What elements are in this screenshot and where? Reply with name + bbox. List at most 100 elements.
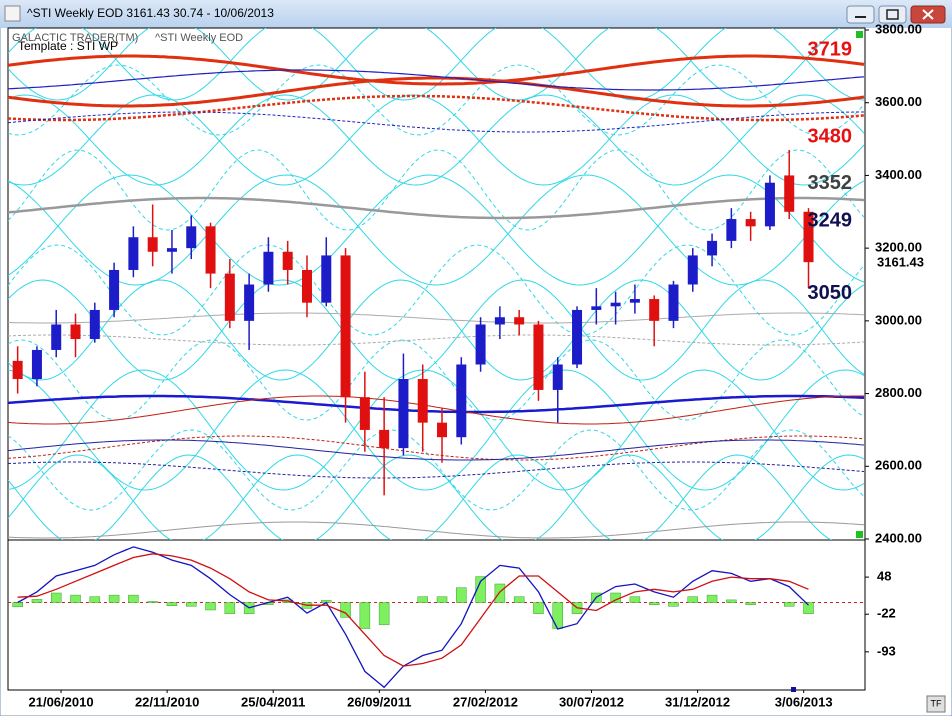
marker <box>856 531 863 538</box>
candle-body <box>398 379 409 449</box>
cycle-line <box>8 174 865 286</box>
y-tick-label: -22 <box>877 606 896 621</box>
x-tick-label: 25/04/2011 <box>241 694 305 709</box>
tf-button-label: TF <box>931 698 942 708</box>
candle-body <box>321 255 332 303</box>
histogram-bar <box>648 602 660 605</box>
cycle-line <box>8 454 865 540</box>
histogram-bar <box>31 599 43 603</box>
histogram-bar <box>436 596 448 603</box>
candle-body <box>166 248 177 252</box>
candle-body <box>31 349 42 380</box>
marker <box>856 31 863 38</box>
level-label: 3719 <box>808 39 853 61</box>
last-price-label: 3161.43 <box>877 255 924 270</box>
cycle-line <box>8 54 865 86</box>
cycle-line <box>8 521 865 539</box>
candle-body <box>205 226 216 274</box>
candle-body <box>12 360 23 380</box>
histogram-bar <box>205 602 216 611</box>
candle-body <box>803 211 814 263</box>
cycle-line <box>8 279 865 381</box>
candle-body <box>89 309 100 340</box>
cycle-line <box>8 334 865 346</box>
title-bar <box>0 0 952 28</box>
histogram-bar <box>533 602 544 614</box>
maximize-button[interactable] <box>878 5 907 24</box>
window-buttons[interactable] <box>846 5 946 24</box>
cycle-line <box>8 312 865 324</box>
y-tick-label: 2800.00 <box>875 385 922 400</box>
macd-line <box>17 553 809 667</box>
candle-body <box>244 284 255 321</box>
cycle-line <box>8 94 865 122</box>
histogram-bar <box>185 602 197 607</box>
cycle-line <box>8 395 864 425</box>
histogram-bar <box>494 583 506 603</box>
template-label: Template : STI WP <box>18 39 118 53</box>
candle-body <box>301 269 312 303</box>
cycle-line <box>8 94 865 186</box>
histogram-bar <box>378 602 390 626</box>
candle-body <box>475 324 486 365</box>
y-tick-label: 3200.00 <box>875 240 922 255</box>
x-tick-label: 21/06/2010 <box>29 694 94 709</box>
candle-body <box>687 255 698 285</box>
cycle-line <box>8 394 865 414</box>
tf-button[interactable] <box>926 695 946 713</box>
candle-body <box>417 379 428 423</box>
candle-body <box>572 309 583 365</box>
cycle-line <box>8 69 865 91</box>
candle-body <box>359 397 370 430</box>
y-tick-label: 3800.00 <box>875 21 922 36</box>
cycle-line <box>8 196 865 220</box>
histogram-bar <box>456 587 467 603</box>
y-tick-label: 3400.00 <box>875 167 922 182</box>
cycle-line <box>8 28 865 101</box>
minimize-button[interactable] <box>846 5 875 24</box>
histogram-bar <box>706 594 718 603</box>
candle-body <box>263 251 274 285</box>
candle-body <box>764 182 775 227</box>
cycle-line <box>8 461 865 479</box>
candle-body <box>649 299 660 321</box>
histogram-bar <box>70 594 81 603</box>
cycle-line <box>8 94 865 186</box>
y-tick-label: 2400.00 <box>875 530 922 545</box>
candle-body <box>128 237 139 270</box>
candle-body <box>437 422 448 438</box>
candle-body <box>591 306 602 310</box>
macd-line <box>17 546 809 689</box>
x-tick-label: 3/06/2013 <box>775 694 833 709</box>
histogram-bar <box>783 602 795 607</box>
histogram-bar <box>475 576 486 603</box>
level-label: 3249 <box>808 210 853 232</box>
cycle-line <box>8 174 865 286</box>
price-panel <box>12 149 814 496</box>
candle-body <box>745 219 756 227</box>
histogram-bar <box>166 602 178 606</box>
cycle-line <box>8 76 865 108</box>
level-label: 3352 <box>808 172 853 194</box>
histogram-bar <box>128 594 139 603</box>
y-tick-label: 3600.00 <box>875 94 922 109</box>
histogram-bar <box>803 602 814 614</box>
maximize-glyph <box>886 9 899 20</box>
lower-panel-frame <box>7 539 866 691</box>
candle-body <box>147 237 158 252</box>
candle-body <box>707 240 718 256</box>
symbol-label: ^STI Weekly EOD <box>155 32 243 44</box>
candle-body <box>379 429 390 449</box>
x-tick-label: 27/02/2012 <box>453 694 518 709</box>
cycle-line <box>8 244 865 336</box>
x-tick-label: 26/09/2011 <box>347 694 411 709</box>
cycle-line <box>8 454 864 540</box>
cycle-line <box>8 369 865 491</box>
x-tick-label: 30/07/2012 <box>559 694 624 709</box>
candle-body <box>552 364 563 390</box>
histogram-bar <box>340 602 351 618</box>
candle-body <box>668 284 679 321</box>
histogram-bar <box>12 602 23 608</box>
